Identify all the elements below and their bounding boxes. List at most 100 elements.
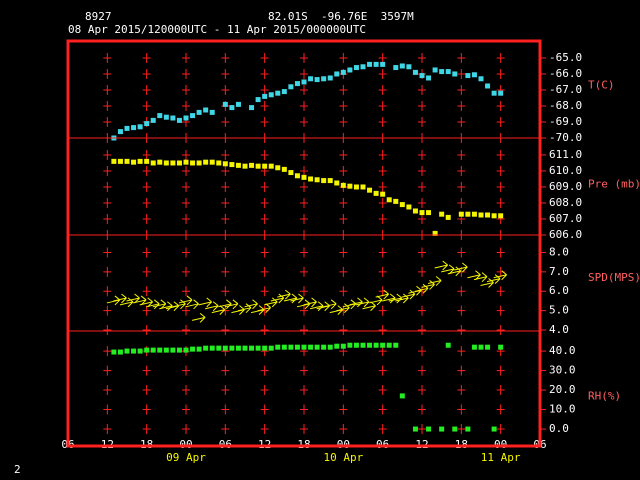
grid-cross: [339, 149, 348, 160]
grid-cross: [418, 385, 426, 396]
data-point: [412, 208, 418, 214]
data-point: [157, 347, 163, 353]
grid-cross: [103, 165, 112, 176]
grid-cross: [339, 116, 348, 127]
y-tick-label: 4.0: [549, 323, 569, 336]
y-tick-label: 8.0: [549, 245, 569, 258]
grid-cross: [457, 286, 466, 297]
grid-cross: [300, 247, 308, 258]
grid-cross: [221, 52, 230, 63]
grid-cross: [339, 213, 348, 224]
grid-cross: [378, 165, 387, 176]
data-point: [485, 344, 491, 350]
grid-cross: [378, 149, 387, 160]
data-point: [170, 115, 176, 121]
data-point: [321, 344, 327, 350]
grid-cross: [496, 100, 505, 111]
data-point: [465, 73, 471, 79]
date-label: 10 Apr: [323, 451, 363, 464]
y-tick-label: 40.0: [549, 344, 576, 357]
grid-cross: [260, 385, 269, 396]
data-point: [478, 76, 484, 82]
grid-cross: [142, 325, 151, 336]
grid-cross: [339, 385, 348, 396]
data-point: [262, 93, 268, 99]
grid-cross: [339, 266, 348, 277]
page-number: 2: [14, 463, 21, 476]
grid-cross: [221, 197, 230, 208]
grid-cross: [142, 365, 151, 376]
data-point: [334, 343, 340, 349]
data-point: [275, 90, 281, 96]
grid-cross: [142, 385, 151, 396]
data-point: [373, 61, 379, 67]
grid-cross: [182, 100, 190, 111]
data-point: [406, 64, 412, 70]
wind-arrow: [434, 260, 449, 271]
grid-cross: [378, 84, 387, 95]
grid-cross: [496, 197, 505, 208]
data-point: [288, 344, 294, 350]
data-point: [137, 124, 143, 130]
grid-cross: [260, 213, 269, 224]
grid-cross: [418, 213, 426, 224]
grid-cross: [496, 325, 505, 336]
grid-cross: [103, 100, 112, 111]
grid-cross: [378, 52, 387, 63]
data-point: [314, 77, 320, 83]
grid-cross: [182, 404, 190, 415]
data-point: [163, 114, 169, 120]
grid-cross: [103, 84, 112, 95]
grid-cross: [378, 116, 387, 127]
data-point: [163, 347, 169, 353]
data-point: [373, 190, 379, 196]
grid-cross: [103, 197, 112, 208]
date-label: 09 Apr: [166, 451, 206, 464]
grid-cross: [103, 305, 112, 316]
grid-cross: [260, 365, 269, 376]
grid-cross: [496, 149, 505, 160]
plot-frame: [66, 39, 542, 448]
data-point: [235, 345, 241, 351]
grid-cross: [339, 404, 348, 415]
data-point: [137, 158, 143, 164]
grid-cross: [457, 116, 466, 127]
grid-cross: [103, 346, 112, 357]
station-location: 82.01S -96.76E 3597M: [268, 10, 414, 23]
grid-cross: [260, 84, 269, 95]
grid-cross: [418, 305, 426, 316]
grid-cross: [221, 365, 230, 376]
data-point: [190, 113, 196, 119]
y-tick-label: 6.0: [549, 284, 569, 297]
grid-cross: [457, 181, 466, 192]
data-point: [380, 342, 386, 348]
data-point: [229, 345, 235, 351]
y-tick-label: 611.0: [549, 148, 582, 161]
grid-cross: [418, 52, 426, 63]
grid-cross: [221, 404, 230, 415]
data-point: [445, 69, 451, 75]
data-point: [196, 346, 202, 352]
wind-arrow: [427, 276, 442, 286]
data-point: [183, 159, 189, 165]
grid-cross: [457, 346, 466, 357]
data-point: [183, 115, 189, 121]
data-point: [347, 342, 353, 348]
grid-cross: [339, 197, 348, 208]
data-point: [419, 73, 425, 79]
grid-cross: [418, 346, 426, 357]
data-point: [144, 158, 150, 164]
data-point: [327, 75, 333, 81]
y-tick-label: -65.0: [549, 51, 582, 64]
data-point: [353, 342, 359, 348]
data-point: [485, 212, 491, 218]
data-point: [229, 105, 235, 111]
data-point: [334, 71, 340, 77]
data-point: [262, 163, 268, 169]
grid-cross: [260, 266, 269, 277]
grid-cross: [103, 52, 112, 63]
data-point: [190, 160, 196, 166]
grid-cross: [103, 365, 112, 376]
data-point: [170, 160, 176, 166]
grid-cross: [142, 84, 151, 95]
